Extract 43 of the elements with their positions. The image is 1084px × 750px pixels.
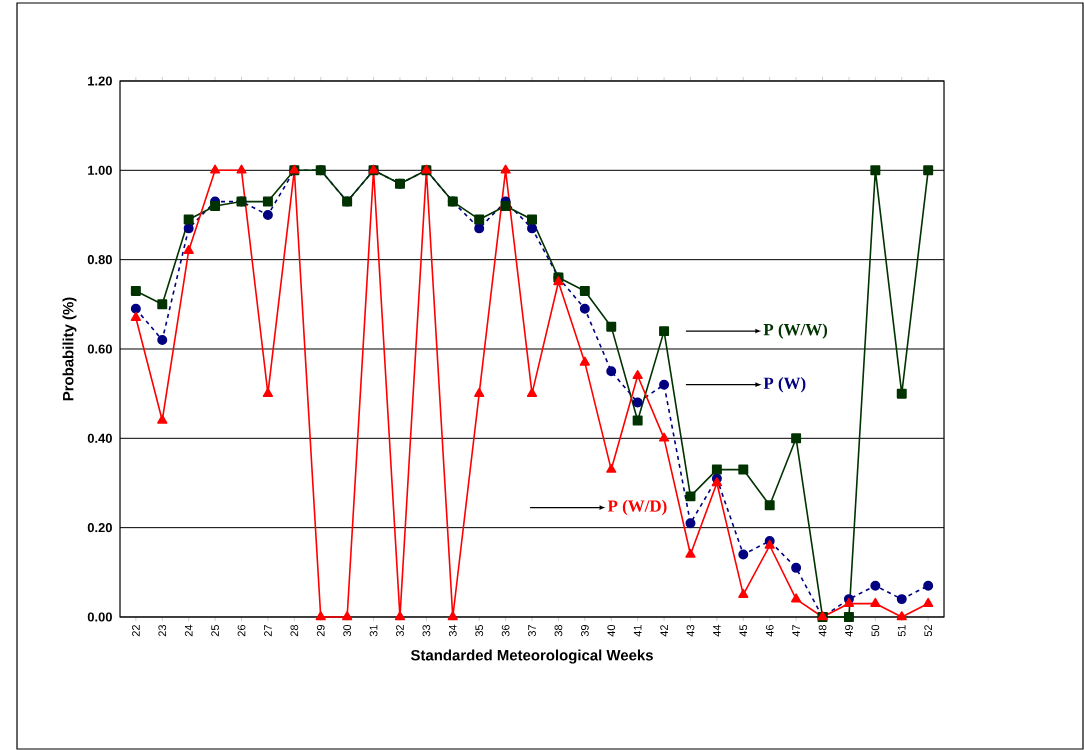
x-tick-label: 29	[316, 625, 325, 637]
x-tick-label: 44	[713, 624, 721, 637]
text: P (W)	[763, 377, 806, 393]
x-tick-label: 36	[501, 624, 510, 637]
x-tick-label: 51	[897, 625, 906, 637]
y-tick-label: 0.00	[87, 612, 112, 622]
x-tick-label: 47	[792, 625, 800, 637]
text: P (W/W)	[763, 323, 828, 339]
x-tick-label: 39	[580, 625, 589, 637]
x-tick-label: 49	[845, 625, 853, 637]
x-tick-label: 32	[396, 625, 404, 637]
x-tick-label: 48	[818, 624, 827, 637]
x-tick-label: 27	[264, 625, 272, 637]
y-tick-label: 0.20	[87, 523, 112, 533]
x-tick-label: 42	[660, 625, 668, 637]
x-tick-label: 30	[343, 624, 352, 637]
y-axis-title: Probability (%)	[62, 297, 77, 401]
x-tick-label: 34	[448, 624, 457, 637]
x-tick-label: 41	[633, 625, 642, 637]
y-tick-label: 1.20	[88, 76, 112, 86]
x-tick-label: 50	[871, 624, 880, 637]
x-tick-label: 31	[369, 625, 378, 637]
x-tick-label: 33	[422, 624, 431, 637]
x-tick-label: 38	[554, 624, 563, 637]
x-tick-label: 26	[237, 624, 246, 637]
x-tick-label: 22	[132, 625, 140, 637]
x-tick-label: 35	[475, 624, 484, 637]
x-axis-title: Standarded Meteorological Weeks	[410, 649, 653, 664]
x-tick-label: 43	[686, 624, 695, 637]
x-tick-label: 40	[607, 624, 616, 637]
x-tick-label: 52	[924, 625, 933, 637]
y-tick-label: 0.60	[87, 344, 112, 354]
y-tick-label: 1.00	[88, 165, 112, 175]
x-tick-label: 37	[528, 625, 536, 637]
y-tick-label: 0.80	[87, 255, 112, 265]
y-tick-label: 0.40	[87, 433, 112, 443]
x-tick-label: 46	[765, 624, 774, 637]
x-tick-label: 28	[290, 624, 299, 637]
x-tick-label: 23	[158, 624, 167, 637]
x-tick-label: 24	[184, 624, 193, 637]
x-tick-label: 25	[211, 624, 219, 637]
series-label: P (W/D)	[607, 499, 667, 516]
x-tick-label: 45	[739, 624, 748, 637]
